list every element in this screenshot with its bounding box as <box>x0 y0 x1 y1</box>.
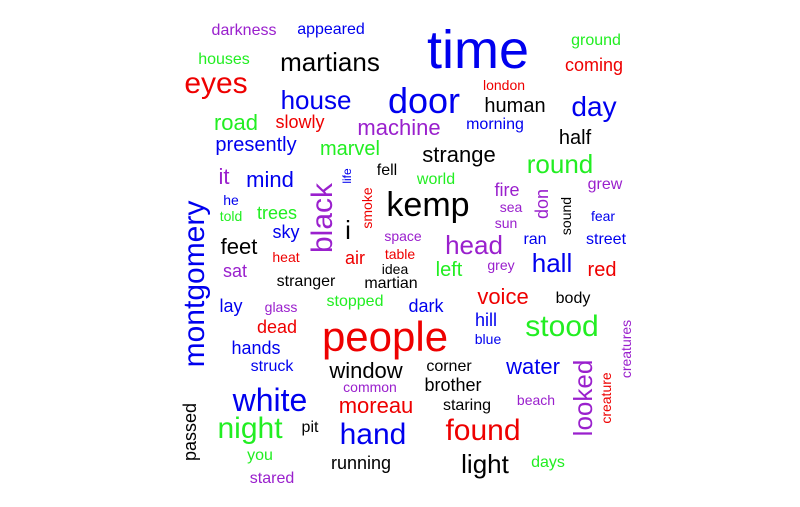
word-grey: grey <box>487 257 515 273</box>
word-appeared: appeared <box>297 21 365 38</box>
word-night: night <box>217 412 283 445</box>
word-running: running <box>330 453 392 473</box>
word-eyes: eyes <box>184 67 248 100</box>
word-staring: staring <box>442 397 492 414</box>
word-body: body <box>555 290 591 307</box>
word-round: round <box>526 149 594 179</box>
word-head: head <box>445 230 503 260</box>
word-world: world <box>416 171 456 188</box>
word-marvel: marvel <box>319 138 381 160</box>
word-house: house <box>280 85 352 115</box>
word-coming: coming <box>564 55 624 75</box>
word-presently: presently <box>215 134 297 156</box>
word-common: common <box>343 379 397 395</box>
word-houses: houses <box>198 51 250 68</box>
word-hand: hand <box>339 418 407 451</box>
word-feet: feet <box>220 234 258 259</box>
word-london: london <box>482 77 526 93</box>
word-told: told <box>219 208 243 224</box>
word-water: water <box>506 354 560 379</box>
word-martian: martian <box>364 275 418 292</box>
word-trees: trees <box>256 203 298 223</box>
word-stared: stared <box>249 470 295 487</box>
word-looked: looked <box>568 359 598 437</box>
word-don: don <box>532 188 552 220</box>
word-hands: hands <box>231 338 281 358</box>
word-morning: morning <box>466 116 524 133</box>
word-creatures: creatures <box>618 319 634 379</box>
word-lay: lay <box>219 296 243 316</box>
word-sea: sea <box>499 199 523 215</box>
word-sat: sat <box>222 261 248 281</box>
word-fell: fell <box>376 162 398 179</box>
word-dead: dead <box>256 317 298 337</box>
word-ground: ground <box>571 32 621 49</box>
word-sky: sky <box>272 222 300 242</box>
word-road: road <box>213 110 259 135</box>
word-pit: pit <box>301 419 319 436</box>
word-passed: passed <box>180 402 200 462</box>
word-smoke: smoke <box>359 187 375 229</box>
word-human: human <box>484 95 546 117</box>
word-space: space <box>384 228 422 244</box>
word-glass: glass <box>264 299 298 315</box>
word-found: found <box>445 414 521 447</box>
word-stood: stood <box>525 310 599 343</box>
word-black: black <box>306 182 339 254</box>
word-stopped: stopped <box>326 293 384 310</box>
word-moreau: moreau <box>338 393 414 418</box>
word-creature: creature <box>598 372 614 424</box>
word-i: i <box>345 215 351 245</box>
word-idea: idea <box>381 261 409 277</box>
word-machine: machine <box>357 115 441 140</box>
word-table: table <box>384 246 416 262</box>
word-beach: beach <box>516 392 556 408</box>
word-sound: sound <box>558 196 574 236</box>
word-white: white <box>232 382 308 418</box>
word-slowly: slowly <box>275 112 325 132</box>
word-time: time <box>426 20 530 80</box>
word-struck: struck <box>250 358 294 375</box>
word-hill: hill <box>474 310 498 330</box>
word-left: left <box>435 259 463 281</box>
word-brother: brother <box>424 375 482 395</box>
word-door: door <box>387 80 461 121</box>
word-dark: dark <box>408 296 444 316</box>
word-kemp: kemp <box>386 186 470 224</box>
word-strange: strange <box>422 142 496 167</box>
word-montgomery: montgomery <box>178 200 211 368</box>
word-he: he <box>223 192 239 208</box>
word-you: you <box>247 447 273 464</box>
word-half: half <box>558 127 592 149</box>
word-fear: fear <box>590 208 616 224</box>
word-day: day <box>571 91 617 122</box>
word-grew: grew <box>587 176 623 193</box>
word-hall: hall <box>531 248 573 278</box>
word-air: air <box>344 248 366 268</box>
word-people: people <box>321 313 449 360</box>
word-street: street <box>585 231 627 248</box>
word-martians: martians <box>280 47 380 77</box>
word-corner: corner <box>426 358 472 375</box>
word-mind: mind <box>246 167 294 192</box>
word-stranger: stranger <box>276 273 336 290</box>
word-days: days <box>531 454 565 471</box>
word-window: window <box>329 358 403 383</box>
word-voice: voice <box>477 284 529 309</box>
word-life: life <box>340 168 354 184</box>
word-light: light <box>461 449 509 479</box>
word-red: red <box>587 259 617 281</box>
word-ran: ran <box>523 231 547 248</box>
word-sun: sun <box>494 215 518 231</box>
word-darkness: darkness <box>211 22 277 39</box>
word-heat: heat <box>272 249 300 265</box>
word-fire: fire <box>494 180 520 200</box>
word-blue: blue <box>474 331 502 347</box>
word-it: it <box>218 164 230 189</box>
